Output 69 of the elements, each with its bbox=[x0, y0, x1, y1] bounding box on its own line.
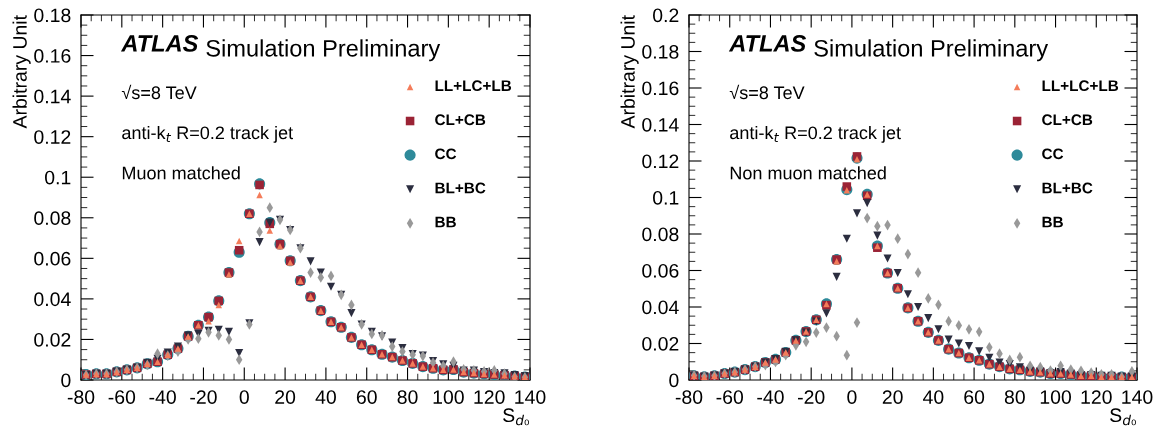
y-tick-label: 0.2 bbox=[653, 8, 679, 23]
x-tick-label: 100 bbox=[433, 390, 464, 404]
annotation: Simulation Preliminary bbox=[814, 39, 1049, 62]
y-tick-label: 0 bbox=[669, 373, 679, 388]
y-tick-label: 0.14 bbox=[34, 89, 71, 104]
y-tick-label: 0.08 bbox=[642, 227, 679, 242]
annotation: √s=8 TeV bbox=[729, 84, 805, 100]
y-tick-label: 0.16 bbox=[34, 49, 71, 63]
y-tick-label: 0.16 bbox=[642, 81, 679, 96]
x-axis-title: S$_{d₀}$ bbox=[503, 408, 529, 426]
y-tick-label: 0.18 bbox=[34, 8, 71, 23]
y-tick-label: 0.08 bbox=[34, 211, 71, 226]
legend-label: BB bbox=[435, 216, 456, 228]
annotation: anti-k$_{t}$ R=0.2 track jet bbox=[730, 125, 901, 143]
x-tick-label: -20 bbox=[797, 390, 825, 404]
y-tick-label: 0.12 bbox=[34, 130, 71, 144]
x-tick-label: 0 bbox=[239, 390, 249, 404]
x-tick-label: 120 bbox=[474, 390, 505, 404]
y-tick-label: 0.1 bbox=[653, 190, 679, 205]
x-tick-label: -60 bbox=[716, 390, 744, 404]
annotation: ATLAS bbox=[120, 35, 199, 52]
legend-label: BB bbox=[1042, 216, 1063, 228]
x-tick-label: 20 bbox=[275, 390, 296, 404]
x-tick-label: 40 bbox=[315, 390, 336, 404]
x-tick-label: -40 bbox=[757, 390, 784, 404]
x-tick-label: 40 bbox=[923, 390, 944, 404]
y-tick-label: 0 bbox=[61, 373, 71, 388]
x-tick-label: -80 bbox=[67, 390, 95, 404]
x-tick-label: 80 bbox=[397, 390, 418, 404]
y-tick-label: 0.04 bbox=[34, 292, 71, 307]
y-axis-title: Arbitrary Unit bbox=[12, 15, 31, 129]
legend-label: LL+LC+LB bbox=[435, 80, 512, 92]
legend-label: CC bbox=[435, 148, 457, 160]
annotation: Muon matched bbox=[122, 166, 240, 180]
x-tick-label: -40 bbox=[149, 390, 176, 404]
x-tick-label: 60 bbox=[964, 390, 985, 404]
y-tick-label: 0.18 bbox=[642, 44, 679, 59]
annotation: anti-k$_{t}$ R=0.2 track jet bbox=[122, 125, 293, 143]
x-tick-label: 80 bbox=[1004, 390, 1025, 404]
x-tick-label: -80 bbox=[675, 390, 703, 404]
y-tick-label: 0.02 bbox=[642, 336, 679, 351]
legend-label: BL+BC bbox=[435, 182, 486, 194]
annotation: Non muon matched bbox=[730, 166, 886, 180]
y-tick-label: 0.02 bbox=[34, 332, 71, 347]
legend-label: CL+CB bbox=[1042, 114, 1093, 126]
x-tick-label: -20 bbox=[190, 390, 217, 404]
annotation: Simulation Preliminary bbox=[206, 39, 441, 62]
y-tick-label: 0.12 bbox=[642, 154, 679, 169]
y-tick-label: 0.14 bbox=[642, 117, 679, 132]
x-axis-title: S$_{d₀}$ bbox=[1110, 408, 1136, 426]
x-tick-label: 120 bbox=[1081, 390, 1112, 404]
y-tick-label: 0.1 bbox=[45, 170, 71, 185]
y-tick-label: 0.04 bbox=[642, 300, 679, 315]
x-tick-label: 20 bbox=[882, 390, 903, 404]
x-tick-label: 60 bbox=[356, 390, 377, 404]
annotation: √s=8 TeV bbox=[121, 84, 197, 100]
x-tick-label: 0 bbox=[847, 390, 857, 404]
x-tick-label: 100 bbox=[1040, 390, 1072, 404]
x-tick-label: 140 bbox=[515, 390, 546, 404]
legend-label: BL+BC bbox=[1042, 182, 1093, 194]
legend-label: CC bbox=[1042, 148, 1064, 160]
y-tick-label: 0.06 bbox=[34, 251, 71, 266]
y-axis-title: Arbitrary Unit bbox=[620, 15, 639, 129]
x-tick-label: -60 bbox=[108, 390, 136, 404]
x-tick-label: 140 bbox=[1122, 390, 1153, 404]
annotation: ATLAS bbox=[728, 35, 807, 52]
y-tick-label: 0.06 bbox=[642, 263, 679, 278]
legend-label: CL+CB bbox=[435, 114, 486, 126]
legend-label: LL+LC+LB bbox=[1042, 80, 1119, 92]
